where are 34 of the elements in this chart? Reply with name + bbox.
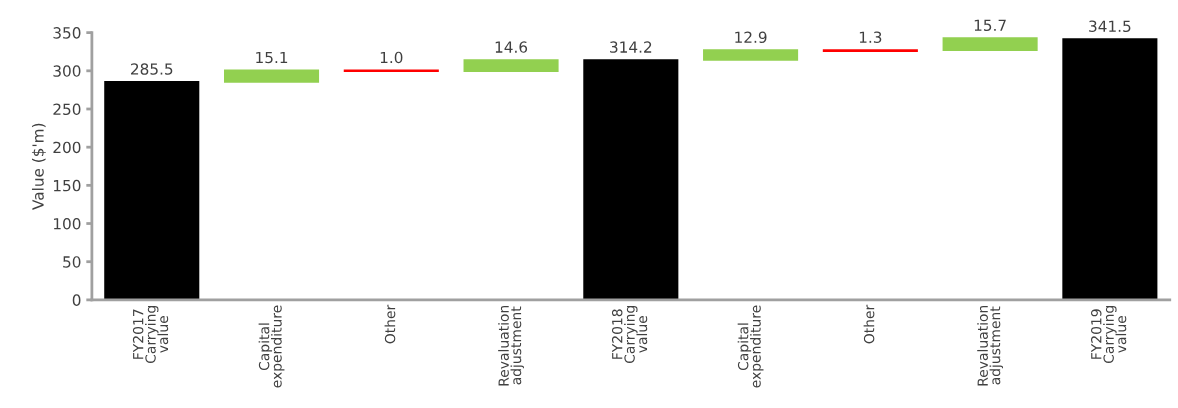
y-tick-label: 100 [53, 217, 81, 230]
data-label: 15.7 [974, 19, 1006, 32]
x-tick-label: Other [384, 304, 396, 344]
x-tick-label: Revaluation adjustment [498, 305, 524, 386]
y-tick-label: 200 [53, 141, 81, 154]
data-label: 12.9 [735, 31, 767, 43]
bar [223, 69, 320, 83]
bar [104, 81, 200, 300]
y-tick-label: 0 [72, 294, 81, 306]
x-tick-label: FY2018 Carrying value [611, 306, 648, 364]
data-label: 314.2 [610, 41, 652, 53]
data-label: 15.1 [256, 51, 288, 64]
y-axis-title: Value ($'m) [31, 123, 46, 210]
bar [463, 59, 559, 72]
y-tick-label: 250 [53, 103, 81, 116]
x-tick-label: Capital expenditure [737, 305, 764, 388]
y-tick-label: 300 [53, 65, 81, 77]
x-tick-label: FY2017 Carrying value [132, 306, 169, 364]
bar [583, 59, 679, 300]
data-label: 14.6 [495, 41, 528, 53]
data-label: 285.5 [131, 63, 173, 75]
x-tick-label: Other [863, 304, 875, 344]
y-tick-label: 150 [53, 179, 81, 192]
data-label: 1.3 [859, 31, 882, 43]
bar [942, 37, 1038, 51]
x-tick-label: Capital expenditure [258, 305, 285, 388]
data-label: 341.5 [1089, 20, 1131, 32]
y-tick-label: 50 [63, 256, 81, 268]
x-tick-label: Revaluation adjustment [977, 305, 1004, 386]
x-tick-label: FY2019 Carrying value [1091, 306, 1127, 364]
y-tick-label: 350 [53, 27, 81, 39]
bar [703, 49, 799, 61]
bar [1062, 38, 1158, 300]
data-label: 1.0 [380, 51, 403, 64]
